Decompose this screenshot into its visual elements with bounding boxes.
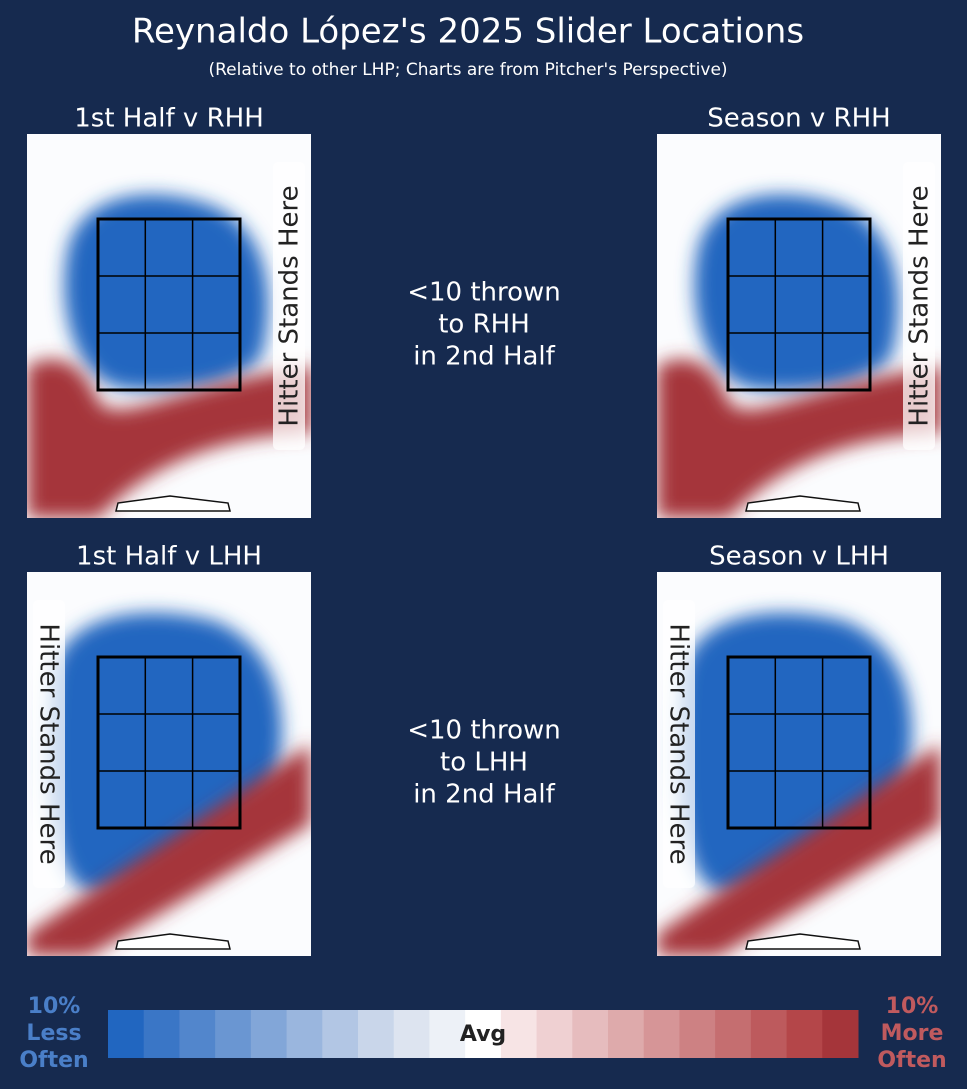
- side-label: Hitter Stands Here: [275, 185, 305, 426]
- legend-swatch: [500, 1010, 538, 1058]
- legend-swatch: [822, 1010, 859, 1058]
- legend-swatch: [215, 1010, 252, 1058]
- heatmap-blue: [694, 194, 899, 391]
- panel-title: Season v RHH: [707, 104, 890, 134]
- legend-swatch: [286, 1010, 323, 1058]
- heatmap-blue: [64, 194, 269, 391]
- side-label: Hitter Stands Here: [905, 185, 935, 426]
- legend-left: Less: [26, 1021, 81, 1046]
- side-label-box: [33, 600, 65, 888]
- legend-swatch: [572, 1010, 609, 1058]
- legend-left: 10%: [28, 994, 81, 1019]
- strike-zone: [726, 217, 872, 392]
- home-plate: [745, 933, 861, 950]
- legend-swatch: [679, 1010, 716, 1058]
- heatmap: Hitter Stands Here: [657, 134, 941, 518]
- strike-zone: [96, 217, 242, 392]
- heatmap-red: [27, 359, 311, 518]
- note: to LHH: [440, 748, 528, 778]
- subtitle: (Relative to other LHP; Charts are from …: [208, 60, 727, 80]
- home-plate: [745, 495, 861, 512]
- legend-swatch: [643, 1010, 680, 1058]
- home-plate: [115, 495, 231, 512]
- home-plate: [115, 933, 231, 950]
- legend-swatch: [750, 1010, 788, 1058]
- heatmap-red: [657, 359, 941, 518]
- heatmap: Hitter Stands Here: [27, 572, 311, 956]
- side-label-box: [903, 162, 935, 450]
- side-label-group: Hitter Stands Here: [33, 600, 65, 888]
- legend-swatch: [143, 1010, 180, 1058]
- note: in 2nd Half: [413, 342, 555, 372]
- legend-right: Often: [877, 1048, 946, 1073]
- side-label-group: Hitter Stands Here: [663, 600, 695, 888]
- legend-swatch: [429, 1010, 466, 1058]
- legend-swatch: [608, 1010, 645, 1058]
- note: to RHH: [438, 310, 530, 340]
- side-label-group: Hitter Stands Here: [273, 162, 305, 450]
- legend-right: 10%: [886, 994, 939, 1019]
- legend-swatch: [536, 1010, 573, 1058]
- panel-title: 1st Half v LHH: [76, 542, 262, 572]
- panel-title: 1st Half v RHH: [74, 104, 264, 134]
- legend-swatch: [715, 1010, 752, 1058]
- strike-zone: [726, 655, 872, 830]
- note: <10 thrown: [407, 716, 561, 746]
- note: <10 thrown: [407, 278, 561, 308]
- legend-left: Often: [19, 1048, 88, 1073]
- legend-swatch: [393, 1010, 430, 1058]
- note: in 2nd Half: [413, 780, 555, 810]
- side-label-group: Hitter Stands Here: [903, 162, 935, 450]
- legend-swatch: [179, 1010, 216, 1058]
- heatmap-body: [27, 572, 311, 956]
- legend-swatch: [786, 1010, 823, 1058]
- legend-swatch: [358, 1010, 395, 1058]
- heatmap: Hitter Stands Here: [27, 134, 311, 518]
- legend-right: More: [881, 1021, 944, 1046]
- legend-swatch: [322, 1010, 359, 1058]
- panel-title: Season v LHH: [709, 542, 889, 572]
- side-label: Hitter Stands Here: [664, 623, 694, 864]
- legend-swatch: [250, 1010, 288, 1058]
- strike-zone: [96, 655, 242, 830]
- legend-swatch: [108, 1010, 145, 1058]
- title: Reynaldo López's 2025 Slider Locations: [132, 12, 804, 52]
- legend-swatch: [465, 1010, 502, 1058]
- side-label: Hitter Stands Here: [34, 623, 64, 864]
- heatmap-body: [657, 572, 941, 956]
- heatmap-body: [27, 134, 311, 518]
- side-label-box: [273, 162, 305, 450]
- heatmap-body: [657, 134, 941, 518]
- heatmap: Hitter Stands Here: [657, 572, 941, 956]
- side-label-box: [663, 600, 695, 888]
- legend-center: Avg: [460, 1022, 506, 1047]
